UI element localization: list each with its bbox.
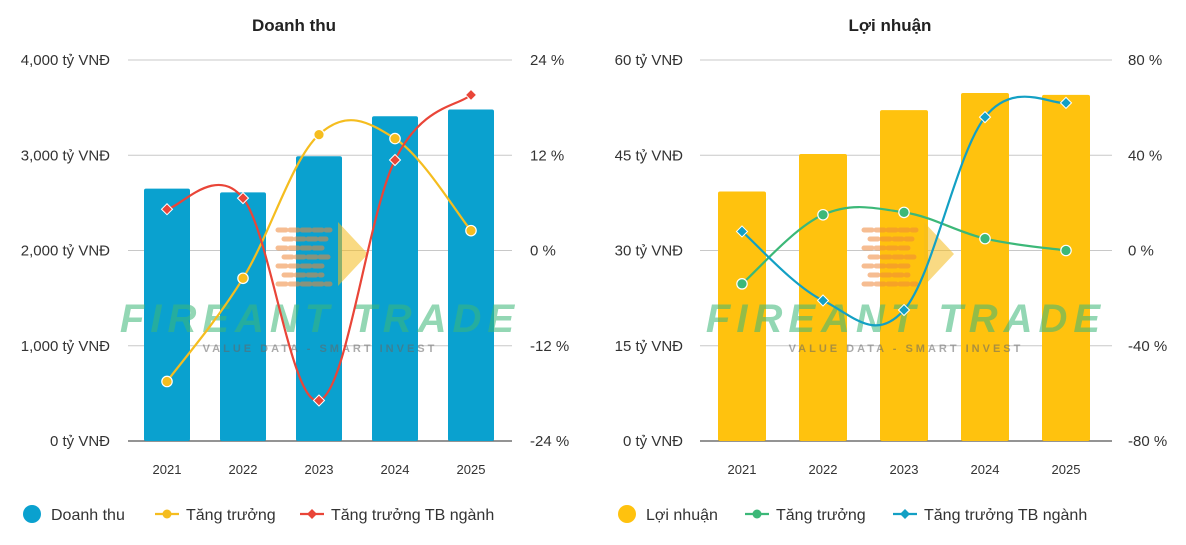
watermark-tagline: VALUE DATA - SMART INVEST (789, 343, 1024, 355)
line-point (898, 206, 910, 219)
y-tick-label-left: 45 tỷ VNĐ (615, 147, 684, 164)
legend-bar-icon (23, 505, 41, 523)
y-tick-label-left: 4,000 tỷ VNĐ (21, 52, 110, 69)
watermark-brand: FIREANT TRADE (706, 297, 1106, 341)
legend-marker (307, 509, 317, 519)
legend-label: Doanh thu (51, 507, 125, 524)
y-tick-label-left: 15 tỷ VNĐ (615, 338, 684, 355)
watermark-logo: FIREANT TRADE VALUE DATA - SMART INVEST (120, 222, 520, 355)
x-tick-label: 2023 (305, 462, 334, 477)
line-point (313, 128, 325, 141)
y-tick-label-right: 0 % (1128, 243, 1154, 260)
y-tick-label-left: 1,000 tỷ VNĐ (21, 338, 110, 355)
x-tick-label: 2024 (971, 462, 1000, 477)
y-tick-label-right: 12 % (530, 147, 564, 164)
line-point (979, 232, 991, 245)
bar (718, 191, 766, 441)
legend-label: Tăng trưởng TB ngành (924, 507, 1087, 524)
x-tick-label: 2021 (728, 462, 757, 477)
revenue-chart: Doanh thu 4,000 tỷ VNĐ 24 % 3,000 tỷ VNĐ 12 … (21, 16, 569, 524)
y-tick-label-left: 0 tỷ VNĐ (623, 433, 683, 450)
y-tick-label-right: -12 % (530, 338, 569, 355)
bar (220, 192, 266, 441)
line-point (388, 153, 402, 167)
line-point (464, 88, 478, 102)
watermark-tagline: VALUE DATA - SMART INVEST (203, 343, 438, 355)
profit-chart: Lợi nhuận 60 tỷ VNĐ 80 % 45 tỷ VNĐ 40 % 30 tỷ… (615, 16, 1168, 524)
legend-label: Lợi nhuận (646, 507, 718, 524)
line-point (312, 394, 326, 407)
y-tick-label-left: 0 tỷ VNĐ (50, 433, 110, 450)
x-tick-label: 2024 (381, 462, 410, 477)
x-tick-label: 2022 (229, 462, 258, 477)
legend-label: Tăng trưởng (186, 507, 276, 524)
bar (372, 116, 418, 441)
legend-marker (752, 509, 762, 519)
legend-label: Tăng trưởng TB ngành (331, 507, 494, 524)
line-point (237, 272, 249, 285)
x-tick-label: 2025 (1052, 462, 1081, 477)
y-tick-label-right: -80 % (1128, 433, 1167, 450)
legend-bar-icon (618, 505, 636, 523)
line-point (1059, 96, 1073, 110)
line-point (236, 191, 250, 205)
y-tick-label-right: 0 % (530, 243, 556, 260)
watermark-logo: FIREANT TRADE VALUE DATA - SMART INVEST (706, 222, 1106, 355)
watermark-arrow (924, 222, 954, 286)
bar (961, 93, 1009, 442)
line-point (817, 208, 829, 221)
y-tick-label-left: 2,000 tỷ VNĐ (21, 243, 110, 260)
legend-marker (162, 509, 172, 519)
line-point (161, 375, 173, 388)
y-tick-label-right: 40 % (1128, 147, 1162, 164)
bar (144, 188, 190, 441)
line-point (978, 110, 992, 124)
chart-title: Doanh thu (252, 16, 336, 35)
line-point (465, 224, 477, 237)
line-point (735, 225, 749, 238)
line-point (160, 203, 174, 216)
series-line-industry-avg (741, 95, 1067, 327)
y-tick-label-right: -24 % (530, 433, 569, 450)
watermark-arrow (338, 222, 368, 286)
y-tick-label-right: 80 % (1128, 52, 1162, 69)
watermark-brand: FIREANT TRADE (120, 297, 520, 341)
y-tick-label-left: 3,000 tỷ VNĐ (21, 147, 110, 164)
bar (448, 109, 494, 441)
y-tick-label-right: 24 % (530, 52, 564, 69)
legend-marker (900, 509, 910, 519)
x-tick-label: 2025 (457, 462, 486, 477)
line-point (816, 294, 830, 307)
bar (1042, 94, 1090, 442)
bar (296, 156, 342, 441)
y-tick-label-right: -40 % (1128, 338, 1167, 355)
line-point (1060, 244, 1072, 257)
x-tick-label: 2022 (809, 462, 838, 477)
x-tick-label: 2023 (890, 462, 919, 477)
x-tick-label: 2021 (153, 462, 182, 477)
line-point (736, 278, 748, 290)
y-tick-label-left: 60 tỷ VNĐ (615, 52, 684, 69)
y-tick-label-left: 30 tỷ VNĐ (615, 243, 684, 260)
legend-label: Tăng trưởng (776, 507, 866, 524)
line-point (389, 132, 401, 145)
line-point (897, 303, 911, 317)
chart-title: Lợi nhuận (849, 16, 932, 35)
